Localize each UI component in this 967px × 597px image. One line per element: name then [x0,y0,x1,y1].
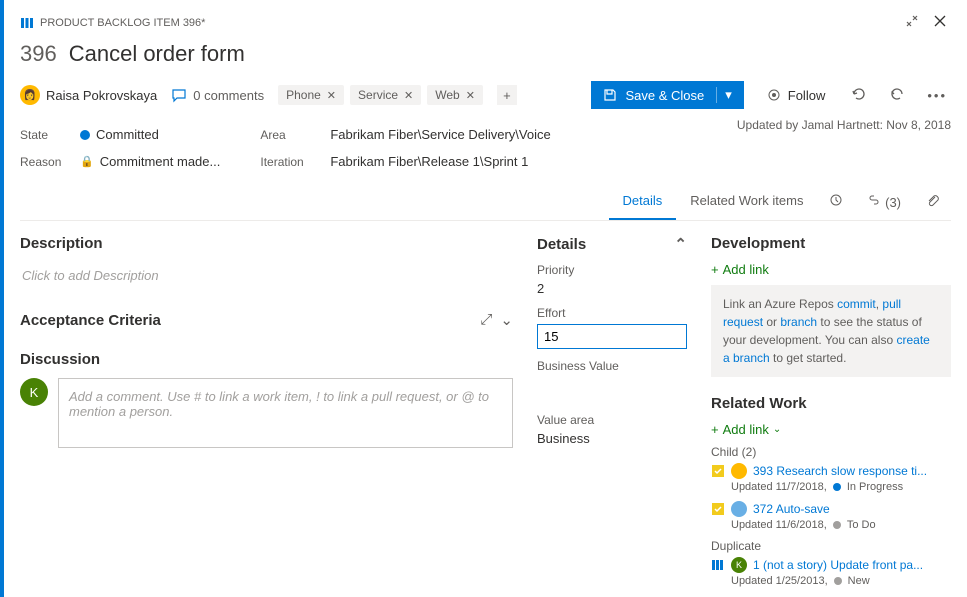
priority-label: Priority [537,263,687,277]
related-link[interactable]: 393 Research slow response ti... [753,464,927,478]
add-tag-button[interactable]: + [497,85,517,105]
save-dropdown[interactable]: ▾ [716,87,732,103]
development-header: Development [711,235,951,252]
state-value[interactable]: Committed [80,127,159,142]
add-link-button[interactable]: +Add link [711,262,951,277]
follow-icon [766,87,782,103]
varea-value[interactable]: Business [537,431,687,446]
updated-text: Updated by Jamal Hartnett: Nov 8, 2018 [737,118,951,132]
avatar: 👩 [20,85,40,105]
lock-icon: 🔒 [80,155,94,168]
close-icon[interactable] [929,10,951,35]
description-input[interactable]: Click to add Description [20,262,513,289]
iteration-value[interactable]: Fabrikam Fiber\Release 1\Sprint 1 [330,154,528,169]
varea-label: Value area [537,413,687,427]
description-header: Description [20,235,513,252]
save-button[interactable]: Save & Close ▾ [591,81,743,109]
chevron-down-icon[interactable]: ⌄ [500,311,513,329]
remove-tag-icon[interactable]: ✕ [404,89,413,102]
save-icon [603,88,617,102]
tab-related[interactable]: Related Work items [676,183,817,220]
related-sub: Updated 11/6/2018,To Do [731,519,951,531]
related-group: Child (2) [711,445,951,459]
tag[interactable]: Web✕ [427,85,483,105]
reason-label: Reason [20,155,70,169]
breadcrumb: PRODUCT BACKLOG ITEM 396* [40,17,205,29]
tag[interactable]: Service✕ [350,85,421,105]
refresh-icon[interactable] [847,82,871,109]
related-link[interactable]: 1 (not a story) Update front pa... [753,558,923,572]
tab-attachments[interactable] [913,183,951,220]
related-sub: Updated 1/25/2013,New [731,575,951,587]
comments-button[interactable]: 0 comments [171,87,264,103]
bvalue-label: Business Value [537,359,687,373]
remove-tag-icon[interactable]: ✕ [466,89,475,102]
tab-history[interactable] [817,183,855,220]
restore-icon[interactable] [901,10,923,35]
add-link-button[interactable]: +Add link⌄ [711,422,951,437]
area-label: Area [260,128,320,142]
related-sub: Updated 11/7/2018,In Progress [731,481,951,493]
comment-input[interactable]: Add a comment. Use # to link a work item… [58,378,513,448]
more-icon[interactable]: ••• [923,84,951,107]
work-item-icon [20,16,34,30]
state-label: State [20,128,70,142]
related-link[interactable]: 372 Auto-save [753,502,830,516]
expand-icon[interactable]: ⤢ [480,311,492,329]
chevron-up-icon[interactable]: ⌃ [674,235,687,253]
work-item-title[interactable]: Cancel order form [69,41,245,67]
iteration-label: Iteration [260,155,320,169]
related-item[interactable]: 393 Research slow response ti... [711,463,951,479]
dev-info: Link an Azure Repos commit, pull request… [711,285,951,377]
tab-links[interactable]: (3) [855,183,913,220]
priority-value[interactable]: 2 [537,281,687,296]
details-header: Details ⌃ [537,235,687,253]
discussion-header: Discussion [20,351,513,368]
reason-value[interactable]: 🔒Commitment made... [80,154,220,169]
related-item[interactable]: 372 Auto-save [711,501,951,517]
related-group: Duplicate [711,539,951,553]
undo-icon[interactable] [885,82,909,109]
work-item-id: 396 [20,41,57,67]
acceptance-header: Acceptance Criteria ⤢⌄ [20,311,513,329]
commit-link[interactable]: commit [837,297,876,311]
related-item[interactable]: K1 (not a story) Update front pa... [711,557,951,573]
tag[interactable]: Phone✕ [278,85,344,105]
tab-details[interactable]: Details [609,183,677,220]
assignee-picker[interactable]: 👩 Raisa Pokrovskaya [20,85,157,105]
assignee-name: Raisa Pokrovskaya [46,88,157,103]
follow-button[interactable]: Follow [758,81,834,109]
effort-label: Effort [537,306,687,320]
branch-link[interactable]: branch [780,315,817,329]
comment-icon [171,87,187,103]
effort-input[interactable] [537,324,687,349]
avatar: K [20,378,48,406]
area-value[interactable]: Fabrikam Fiber\Service Delivery\Voice [330,127,550,142]
remove-tag-icon[interactable]: ✕ [327,89,336,102]
related-header: Related Work [711,395,951,412]
